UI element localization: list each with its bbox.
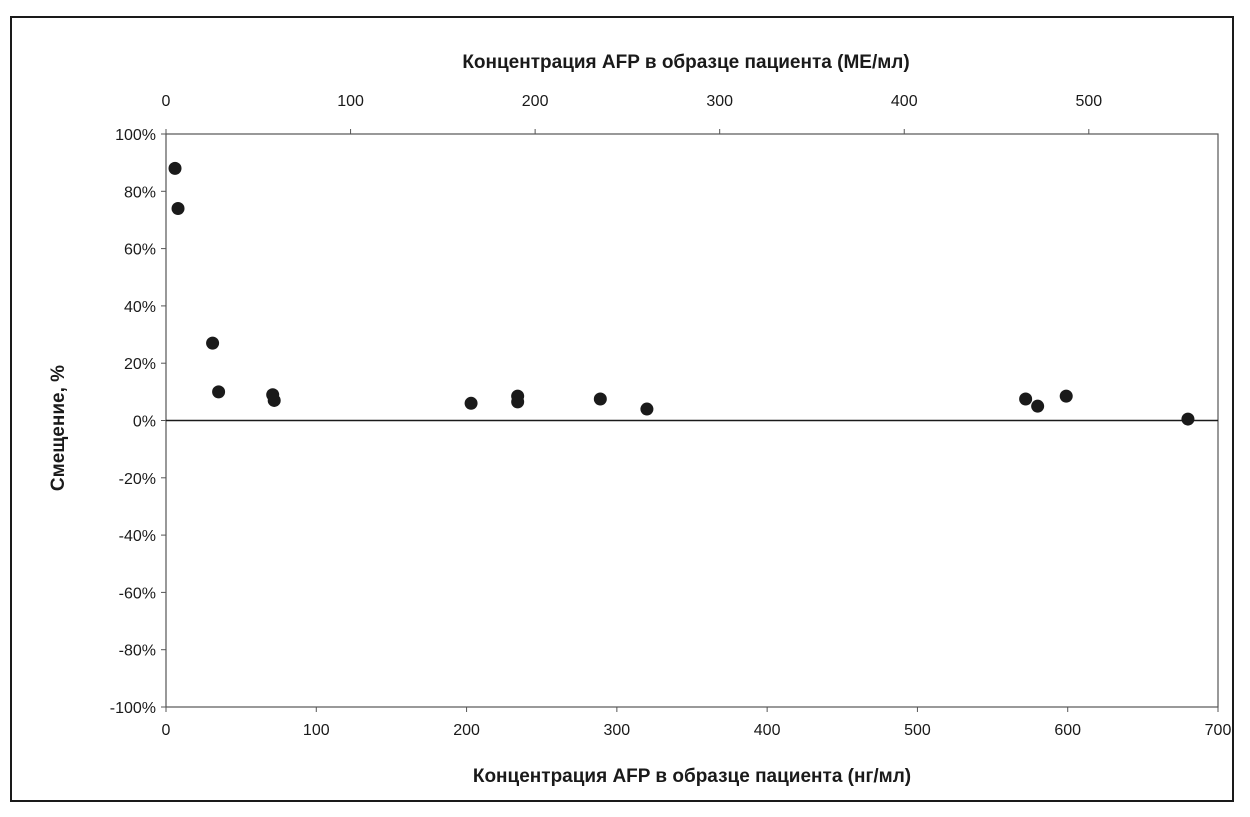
data-point — [1181, 412, 1195, 426]
top-tick-label: 400 — [891, 93, 918, 110]
x-axis-title: Концентрация AFP в образце пациента (нг/… — [473, 766, 911, 787]
data-point — [1059, 389, 1073, 403]
y-tick-label: -80% — [119, 643, 156, 660]
x-tick-label: 500 — [904, 722, 931, 739]
data-point — [464, 396, 478, 410]
y-tick-label: 40% — [124, 299, 156, 316]
x-axis-ticks: 0 100 200 300 400 500 600 700 — [162, 707, 1232, 739]
y-tick-label: -60% — [119, 585, 156, 602]
data-point — [1031, 399, 1045, 413]
data-point — [511, 395, 525, 409]
y-axis-ticks: 100% 80% 60% 40% 20% 0% -20% -40% -60% -80% -100% — [110, 127, 166, 717]
top-tick-label: 300 — [706, 93, 733, 110]
y-tick-label: -40% — [119, 528, 156, 545]
data-point — [206, 336, 220, 350]
data-point — [640, 402, 654, 416]
y-tick-label: 60% — [124, 242, 156, 259]
data-point — [1019, 392, 1033, 406]
top-tick-label: 0 — [162, 93, 171, 110]
data-point — [267, 393, 281, 407]
x-tick-label: 300 — [604, 722, 631, 739]
top-axis-title: Концентрация AFP в образце пациента (МЕ/… — [462, 52, 909, 73]
y-axis-title: Смещение, % — [48, 365, 69, 491]
x-tick-label: 200 — [453, 722, 480, 739]
plot-area — [165, 133, 1219, 708]
data-point — [171, 201, 185, 215]
y-tick-label: 100% — [115, 127, 156, 144]
top-tick-label: 100 — [337, 93, 364, 110]
y-tick-label: -100% — [110, 700, 156, 717]
data-points — [168, 161, 1195, 426]
data-point — [212, 385, 226, 399]
top-tick-label: 500 — [1075, 93, 1102, 110]
top-tick-label: 200 — [522, 93, 549, 110]
x-tick-label: 600 — [1054, 722, 1081, 739]
y-tick-label: -20% — [119, 471, 156, 488]
scatter-chart: 100%80%60%40%20%0%-20%-40%-60%-80%-100% … — [48, 52, 1232, 787]
top-axis-ticks: 0 100 200 300 400 500 — [162, 93, 1102, 134]
x-tick-label: 400 — [754, 722, 781, 739]
y-tick-label: 0% — [133, 414, 156, 431]
y-tick-label: 80% — [124, 184, 156, 201]
data-point — [593, 392, 607, 406]
x-tick-label: 700 — [1205, 722, 1232, 739]
x-tick-label: 0 — [162, 722, 171, 739]
y-tick-label: 20% — [124, 356, 156, 373]
x-tick-label: 100 — [303, 722, 330, 739]
data-point — [168, 161, 182, 175]
chart-frame: 100% 80% 60% 40% 20% 0% -20% -40% -60% -80% -100% … — [10, 16, 1234, 802]
